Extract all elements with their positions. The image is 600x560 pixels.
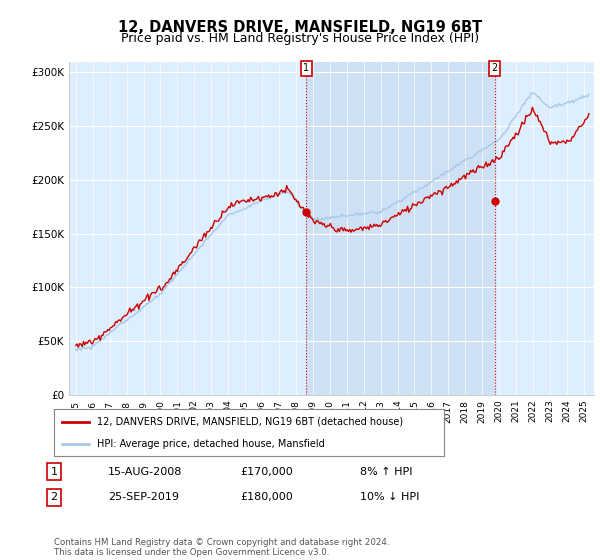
Text: 25-SEP-2019: 25-SEP-2019: [108, 492, 179, 502]
Text: 1: 1: [304, 63, 310, 73]
Text: 8% ↑ HPI: 8% ↑ HPI: [360, 466, 413, 477]
Text: £180,000: £180,000: [240, 492, 293, 502]
Text: 12, DANVERS DRIVE, MANSFIELD, NG19 6BT: 12, DANVERS DRIVE, MANSFIELD, NG19 6BT: [118, 20, 482, 35]
Text: HPI: Average price, detached house, Mansfield: HPI: Average price, detached house, Mans…: [97, 438, 325, 449]
Text: 10% ↓ HPI: 10% ↓ HPI: [360, 492, 419, 502]
Text: Contains HM Land Registry data © Crown copyright and database right 2024.
This d: Contains HM Land Registry data © Crown c…: [54, 538, 389, 557]
Text: 2: 2: [50, 492, 58, 502]
Text: 2: 2: [491, 63, 498, 73]
Text: 1: 1: [50, 466, 58, 477]
Text: 15-AUG-2008: 15-AUG-2008: [108, 466, 182, 477]
Text: £170,000: £170,000: [240, 466, 293, 477]
Text: 12, DANVERS DRIVE, MANSFIELD, NG19 6BT (detached house): 12, DANVERS DRIVE, MANSFIELD, NG19 6BT (…: [97, 417, 403, 427]
Bar: [307, 62, 494, 395]
Text: Price paid vs. HM Land Registry's House Price Index (HPI): Price paid vs. HM Land Registry's House …: [121, 32, 479, 45]
